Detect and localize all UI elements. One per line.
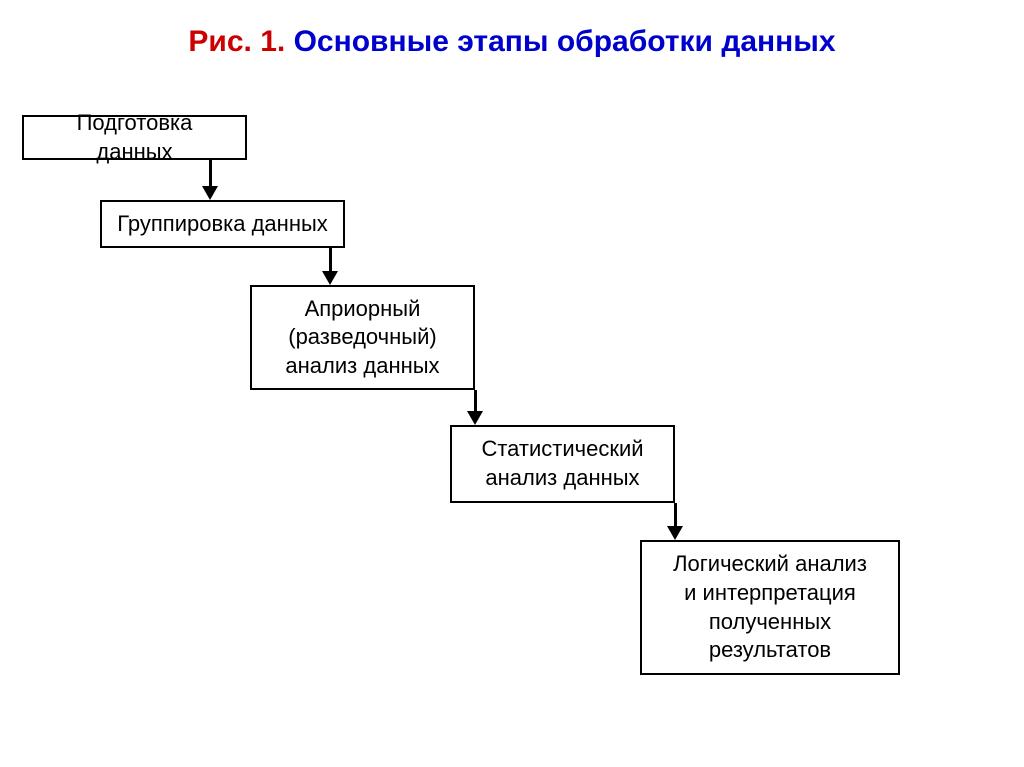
flowchart-edge-arrowhead-icon <box>322 271 338 285</box>
flowchart-edge-arrowhead-icon <box>202 186 218 200</box>
flowchart-edge-line <box>474 390 477 411</box>
flowchart-edge-line <box>674 503 677 526</box>
title-prefix: Рис. 1. <box>188 25 285 58</box>
flowchart-node-n1: Подготовка данных <box>22 115 247 160</box>
flowchart-edge-line <box>209 160 212 186</box>
flowchart-node-n3: Априорный(разведочный)анализ данных <box>250 285 475 390</box>
flowchart-edge-arrowhead-icon <box>467 411 483 425</box>
flowchart-node-n2: Группировка данных <box>100 200 345 248</box>
flowchart-edge-line <box>329 248 332 271</box>
title-main: Основные этапы обработки данных <box>285 25 835 58</box>
flowchart-node-n5: Логический анализи интерпретацияполученн… <box>640 540 900 675</box>
flowchart-edge-arrowhead-icon <box>667 526 683 540</box>
diagram-title: Рис. 1. Основные этапы обработки данных <box>0 25 1024 59</box>
flowchart-container: Подготовка данных Группировка данных Априо… <box>0 90 1024 740</box>
flowchart-node-n4: Статистическийанализ данных <box>450 425 675 503</box>
